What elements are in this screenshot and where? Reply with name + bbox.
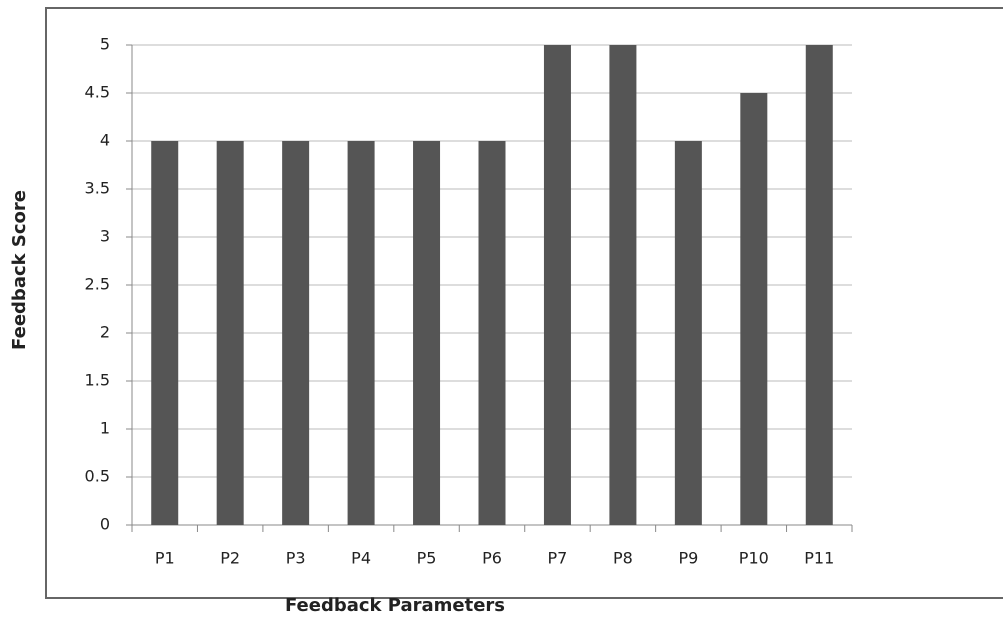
x-tick-label: P4: [351, 549, 371, 568]
y-tick-label: 3: [100, 227, 110, 246]
x-tick-label: P7: [548, 549, 568, 568]
x-axis-title: Feedback Parameters: [285, 595, 505, 616]
x-tick-label: P10: [739, 549, 769, 568]
y-tick-label: 2: [100, 323, 110, 342]
bar: [347, 141, 375, 525]
x-tick-label: P11: [804, 549, 834, 568]
bar: [609, 45, 637, 525]
x-tick-label: P1: [155, 549, 175, 568]
bar: [805, 45, 833, 525]
bar: [216, 141, 244, 525]
y-tick-label: 0.5: [85, 467, 110, 486]
y-tick-label: 0: [100, 515, 110, 534]
chart-frame: [45, 7, 1003, 599]
x-tick-label: P6: [482, 549, 502, 568]
y-tick-label: 4.5: [85, 83, 110, 102]
bar: [740, 93, 768, 525]
bar: [478, 141, 506, 525]
x-tick-label: P8: [613, 549, 633, 568]
x-tick-label: P2: [220, 549, 240, 568]
y-tick-label: 4: [100, 131, 110, 150]
bar: [282, 141, 310, 525]
bar: [674, 141, 702, 525]
y-tick-label: 1.5: [85, 371, 110, 390]
bar: [413, 141, 441, 525]
y-tick-label: 5: [100, 35, 110, 54]
bar: [151, 141, 179, 525]
x-tick-label: P9: [678, 549, 698, 568]
y-tick-label: 3.5: [85, 179, 110, 198]
x-tick-label: P5: [417, 549, 437, 568]
y-tick-label: 1: [100, 419, 110, 438]
y-tick-label: 2.5: [85, 275, 110, 294]
y-axis-title: Feedback Score: [9, 190, 30, 350]
x-tick-label: P3: [286, 549, 306, 568]
bar: [543, 45, 571, 525]
